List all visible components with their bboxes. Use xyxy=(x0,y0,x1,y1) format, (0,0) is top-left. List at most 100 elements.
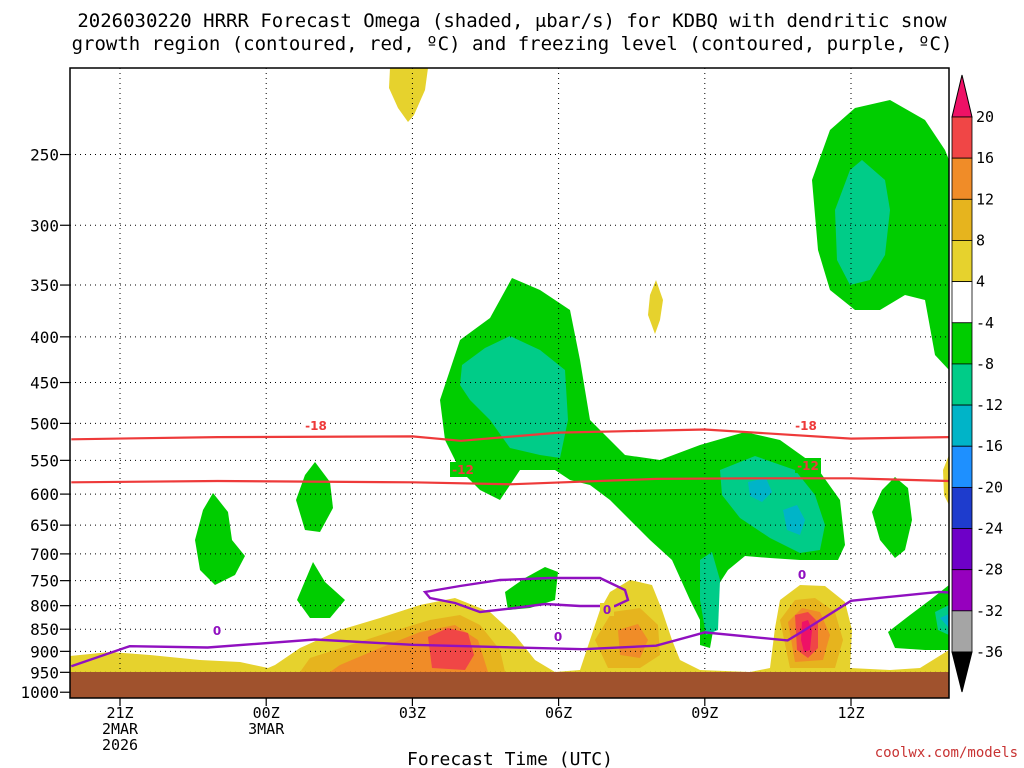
colorbar-label-10: -24 xyxy=(976,520,1003,538)
omega-shading xyxy=(70,68,949,672)
omega-cell-far-right-low xyxy=(888,585,949,650)
y-tick-label-950: 950 xyxy=(30,663,59,682)
colorbar-label-9: -20 xyxy=(976,478,1003,496)
x-tick-label-2-1: 03Z xyxy=(399,704,426,722)
colorbar-segment-3 xyxy=(951,240,973,283)
y-tick-label-700: 700 xyxy=(30,545,59,564)
colorbar-label-3: 8 xyxy=(976,231,985,249)
freezing-level-contour xyxy=(70,590,949,668)
colorbar-label-12: -32 xyxy=(976,602,1003,620)
grid-lines xyxy=(70,68,949,698)
contour-lines xyxy=(70,428,949,668)
y-tick-label-1000: 1000 xyxy=(20,683,59,702)
colorbar-label-4: 4 xyxy=(976,273,985,291)
freezing-level-label-3: 0 xyxy=(603,603,611,617)
x-tick-label-1-2: 3MAR xyxy=(248,720,285,738)
y-tick-label-500: 500 xyxy=(30,414,59,433)
fzl-label-bg-1 xyxy=(210,624,224,637)
colorbar-segment-11 xyxy=(951,569,973,612)
colorbar-label-13: -36 xyxy=(976,643,1003,661)
x-axis-label: Forecast Time (UTC) xyxy=(407,749,613,768)
freezing-level-label-1: 0 xyxy=(213,624,221,638)
omega-core-0330z xyxy=(428,628,474,670)
omega-region-right-cyan xyxy=(748,478,772,502)
x-tick-label-4-1: 09Z xyxy=(691,704,718,722)
colorbar-label-6: -8 xyxy=(976,355,994,373)
dgz-label-bg-1 xyxy=(303,418,329,433)
colorbar-segment-1 xyxy=(951,157,973,200)
colorbar-label-8: -16 xyxy=(976,437,1003,455)
plot-area: -18 -18 -12 -12 0 0 0 0 xyxy=(69,67,950,699)
x-tick-label-0-3: 2026 xyxy=(102,736,138,754)
freezing-level-label-2: 0 xyxy=(554,630,562,644)
y-tick-label-250: 250 xyxy=(30,146,59,165)
credit-text: coolwx.com/models xyxy=(875,745,1018,761)
omega-region-lowmid-teal xyxy=(700,552,720,635)
contour-labels: -18 -18 -12 -12 0 0 0 0 xyxy=(210,418,821,644)
terrain-ground xyxy=(70,672,949,698)
colorbar-bottom-triangle xyxy=(951,651,973,693)
colorbar-label-7: -12 xyxy=(976,396,1003,414)
colorbar-label-11: -28 xyxy=(976,561,1003,579)
y-axis-ticks: 250 300 350 400 450 500 550 600 650 700 750 800 850 9… xyxy=(20,146,70,702)
y-tick-label-400: 400 xyxy=(30,328,59,347)
colorbar-segment-4 xyxy=(951,281,973,324)
dgz-label-bg-3 xyxy=(450,462,476,477)
freezing-level-label-4: 0 xyxy=(798,568,806,582)
x-tick-label-5-1: 12Z xyxy=(837,704,864,722)
fzl-label-bg-3 xyxy=(600,603,614,616)
dgz-minus12-label-1: -12 xyxy=(452,463,474,477)
omega-region-right-cyan2 xyxy=(783,505,805,535)
omega-cell-1330z xyxy=(872,477,912,558)
omega-region-lowlevel-orange-e xyxy=(618,624,648,658)
colorbar-label-5: -4 xyxy=(976,314,994,332)
dgz-label-bg-2 xyxy=(793,418,819,433)
dgz-minus12-label-2: -12 xyxy=(797,459,819,473)
colorbar-segment-6 xyxy=(951,363,973,406)
dgz-minus12-contour xyxy=(71,477,949,486)
x-tick-label-1-1: 00Z xyxy=(253,704,280,722)
y-tick-label-300: 300 xyxy=(30,216,59,235)
colorbar: 20 16 12 8 4 -4 -8 -12 -16 -20 -24 -28 -32 -36 xyxy=(951,74,1003,693)
chart-title-line1: 2026030220 HRRR Forecast Omega (shaded, … xyxy=(77,10,947,32)
y-tick-label-550: 550 xyxy=(30,451,59,470)
omega-cell-left-upper xyxy=(195,493,245,585)
fzl-label-bg-2 xyxy=(551,630,565,643)
x-tick-label-3-1: 06Z xyxy=(545,704,572,722)
omega-region-central-teal xyxy=(460,336,568,458)
dgz-minus18-label-2: -18 xyxy=(795,419,817,433)
y-tick-label-800: 800 xyxy=(30,597,59,616)
colorbar-segment-10 xyxy=(951,528,973,571)
x-tick-label-0-1: 21Z xyxy=(106,704,133,722)
omega-cell-00z-low xyxy=(297,562,345,618)
y-tick-label-750: 750 xyxy=(30,572,59,591)
omega-region-lowlevel-yellow xyxy=(70,580,949,672)
colorbar-segment-5 xyxy=(951,322,973,365)
colorbar-label-0: 20 xyxy=(976,108,994,126)
y-tick-label-450: 450 xyxy=(30,374,59,393)
colorbar-label-1: 16 xyxy=(976,149,994,167)
x-tick-label-0-2: 2MAR xyxy=(102,720,139,738)
colorbar-segment-0 xyxy=(951,116,973,159)
dgz-label-bg-4 xyxy=(795,458,821,473)
omega-region-upper-right-teal xyxy=(835,160,890,285)
colorbar-label-2: 12 xyxy=(976,190,994,208)
omega-region-top-yellow xyxy=(389,68,428,122)
chart-title-line2: growth region (contoured, red, ºC) and f… xyxy=(72,33,953,55)
colorbar-segment-9 xyxy=(951,486,973,529)
colorbar-segment-8 xyxy=(951,445,973,488)
colorbar-segment-2 xyxy=(951,198,973,241)
y-tick-label-600: 600 xyxy=(30,485,59,504)
fzl-label-bg-4 xyxy=(795,568,809,581)
colorbar-top-triangle xyxy=(951,74,973,118)
dgz-minus18-contour xyxy=(71,428,949,442)
dgz-minus18-label-1: -18 xyxy=(305,419,327,433)
colorbar-segment-7 xyxy=(951,404,973,447)
freezing-level-loop xyxy=(422,576,630,614)
y-tick-label-850: 850 xyxy=(30,620,59,639)
colorbar-segment-12 xyxy=(951,610,973,653)
omega-cell-00z xyxy=(296,462,333,532)
omega-region-small-yellow xyxy=(648,280,663,334)
